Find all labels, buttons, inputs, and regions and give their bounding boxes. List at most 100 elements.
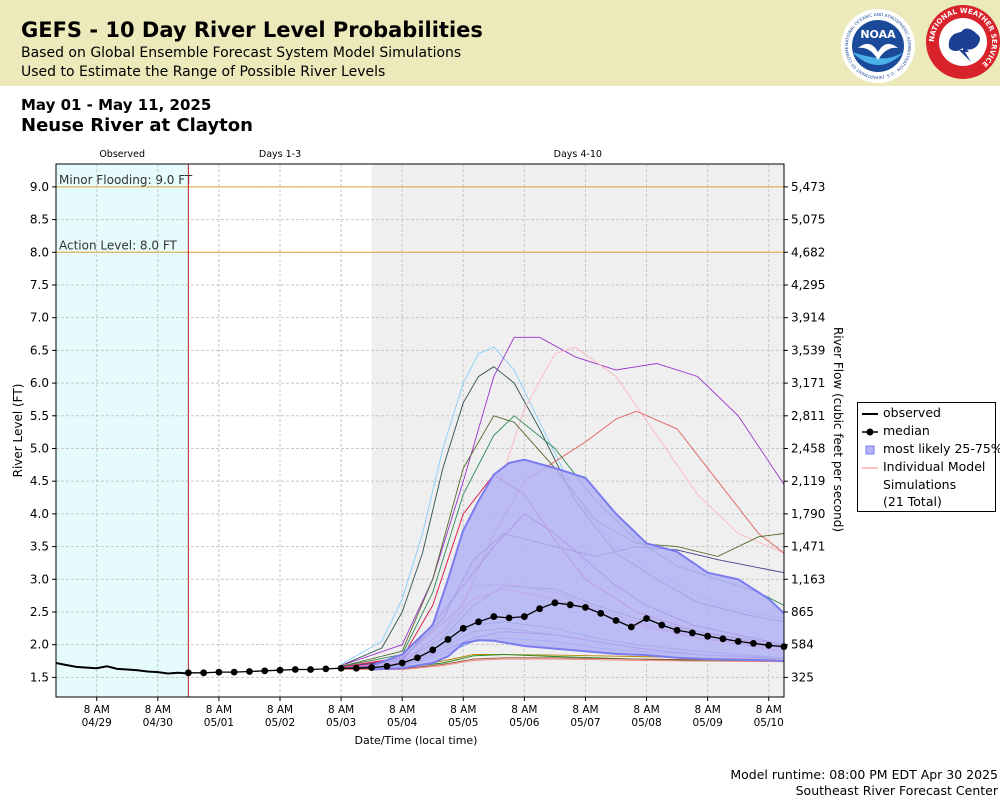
y-tick-label-15: 9.0 — [30, 180, 49, 194]
x-tick-label-time-11: 8 AM — [756, 704, 782, 716]
observed-series — [55, 662, 189, 675]
x-tick-label-date-7: 05/06 — [509, 717, 540, 729]
member-series-19 — [341, 657, 785, 670]
median-point — [337, 664, 345, 672]
median-point — [459, 624, 467, 632]
y2-tick-label-14: 5,075 — [791, 213, 825, 227]
median-point — [612, 617, 620, 624]
y2-tick-label-3: 1,163 — [791, 572, 825, 586]
median-point — [246, 668, 253, 675]
y2-tick-label-4: 1,471 — [791, 540, 825, 554]
y2-axis-title: River Flow (cubic feet per second) — [831, 327, 845, 532]
median-point — [322, 665, 330, 673]
y2-tick-label-1: 584 — [791, 638, 814, 652]
median-point — [643, 615, 650, 622]
y2-tick-label-11: 3,914 — [791, 311, 825, 325]
legend-members-label-1: Individual Model — [883, 459, 986, 474]
period-label-2: Days 4-10 — [554, 149, 602, 160]
x-tick-label-time-5: 8 AM — [389, 704, 415, 716]
model-runtime: Model runtime: 08:00 PM EDT Apr 30 2025 — [730, 767, 998, 782]
y2-tick-label-15: 5,473 — [791, 180, 825, 194]
median-point — [200, 669, 208, 677]
median-point — [414, 654, 421, 662]
y-tick-label-11: 7.0 — [30, 311, 49, 325]
threshold-label-1: Action Level: 8.0 FT — [59, 238, 178, 252]
y-tick-label-5: 4.0 — [30, 507, 49, 521]
legend-median-swatch — [862, 428, 878, 436]
y2-tick-label-10: 3,539 — [791, 343, 825, 357]
legend-members-swatch — [862, 467, 878, 469]
legend-members-label-2: Simulations — [883, 477, 957, 492]
y-tick-label-10: 6.5 — [30, 343, 49, 357]
y-tick-label-12: 7.5 — [30, 278, 49, 292]
median-point — [566, 601, 574, 609]
x-tick-label-date-10: 05/09 — [693, 717, 723, 729]
threshold-label-0: Minor Flooding: 9.0 FT — [59, 173, 193, 187]
x-tick-label-time-3: 8 AM — [267, 704, 293, 716]
subtitle-model: Based on Global Ensemble Forecast System… — [21, 45, 462, 61]
median-point — [582, 604, 589, 611]
observed-period-bg — [56, 164, 189, 697]
median-point — [429, 646, 437, 654]
median-point — [291, 666, 299, 673]
median-point — [658, 621, 666, 629]
noaa-logo-text: NOAA — [860, 28, 896, 41]
median-point — [719, 635, 727, 643]
median-point — [383, 662, 391, 670]
y-tick-label-13: 8.0 — [30, 245, 49, 259]
member-series-20 — [341, 658, 785, 670]
median-point — [475, 618, 482, 626]
y-tick-label-9: 6.0 — [30, 376, 49, 390]
forecast-center: Southeast River Forecast Center — [795, 783, 998, 798]
header-banner: GEFS - 10 Day River Level Probabilities … — [0, 0, 1000, 86]
x-tick-label-date-6: 05/05 — [448, 717, 478, 729]
chart-legend: observed median most likely 25-75% Indiv… — [857, 402, 1000, 512]
median-point — [704, 632, 712, 640]
y2-tick-label-5: 1,790 — [791, 507, 825, 521]
forecast-date-range: May 01 - May 11, 2025 — [21, 96, 212, 114]
y2-tick-label-8: 2,811 — [791, 409, 825, 423]
y2-tick-label-2: 865 — [791, 605, 814, 619]
period-label-1: Days 1-3 — [259, 149, 301, 160]
y2-tick-label-13: 4,682 — [791, 245, 825, 259]
y-tick-label-2: 2.5 — [30, 605, 49, 619]
median-point — [765, 641, 773, 649]
y-tick-label-4: 3.5 — [30, 540, 49, 554]
legend-band-swatch — [865, 445, 875, 455]
x-tick-label-time-10: 8 AM — [695, 704, 721, 716]
y-tick-label-14: 8.5 — [30, 213, 49, 227]
legend-observed-label: observed — [883, 405, 941, 420]
y-tick-label-0: 1.5 — [30, 670, 49, 684]
y-tick-label-1: 2.0 — [30, 638, 49, 652]
x-tick-label-date-0: 04/29 — [82, 717, 112, 729]
y2-tick-label-12: 4,295 — [791, 278, 825, 292]
median-point — [688, 629, 696, 637]
median-point — [398, 659, 406, 667]
x-tick-label-date-4: 05/03 — [326, 717, 356, 729]
legend-observed-swatch — [862, 413, 878, 415]
x-tick-label-time-9: 8 AM — [633, 704, 659, 716]
likely-band-upper — [371, 458, 785, 667]
x-tick-label-date-1: 04/30 — [143, 717, 173, 729]
x-axis-title: Date/Time (local time) — [355, 734, 478, 747]
noaa-logo: NOAA NATIONAL OCEANIC AND ATMOSPHERIC AD… — [840, 8, 915, 83]
y-tick-label-7: 5.0 — [30, 441, 49, 455]
median-point — [215, 668, 223, 676]
median-point — [352, 664, 360, 672]
legend-band-label: most likely 25-75% — [883, 441, 1000, 456]
median-point — [230, 668, 238, 676]
x-tick-label-date-3: 05/02 — [265, 717, 295, 729]
y2-tick-label-9: 3,171 — [791, 376, 825, 390]
likely-band-lower — [371, 639, 785, 671]
x-tick-label-time-6: 8 AM — [450, 704, 476, 716]
x-tick-label-time-0: 8 AM — [84, 704, 110, 716]
y-axis-title: River Level (FT) — [11, 384, 25, 478]
page-title: GEFS - 10 Day River Level Probabilities — [21, 18, 483, 42]
period-label-0: Observed — [99, 149, 145, 160]
median-point — [627, 623, 635, 631]
nws-logo: NATIONAL WEATHER SERVICE — [926, 5, 1000, 79]
y2-tick-label-0: 325 — [791, 670, 814, 684]
x-tick-label-date-5: 05/04 — [387, 717, 418, 729]
x-tick-label-date-8: 05/07 — [570, 717, 600, 729]
